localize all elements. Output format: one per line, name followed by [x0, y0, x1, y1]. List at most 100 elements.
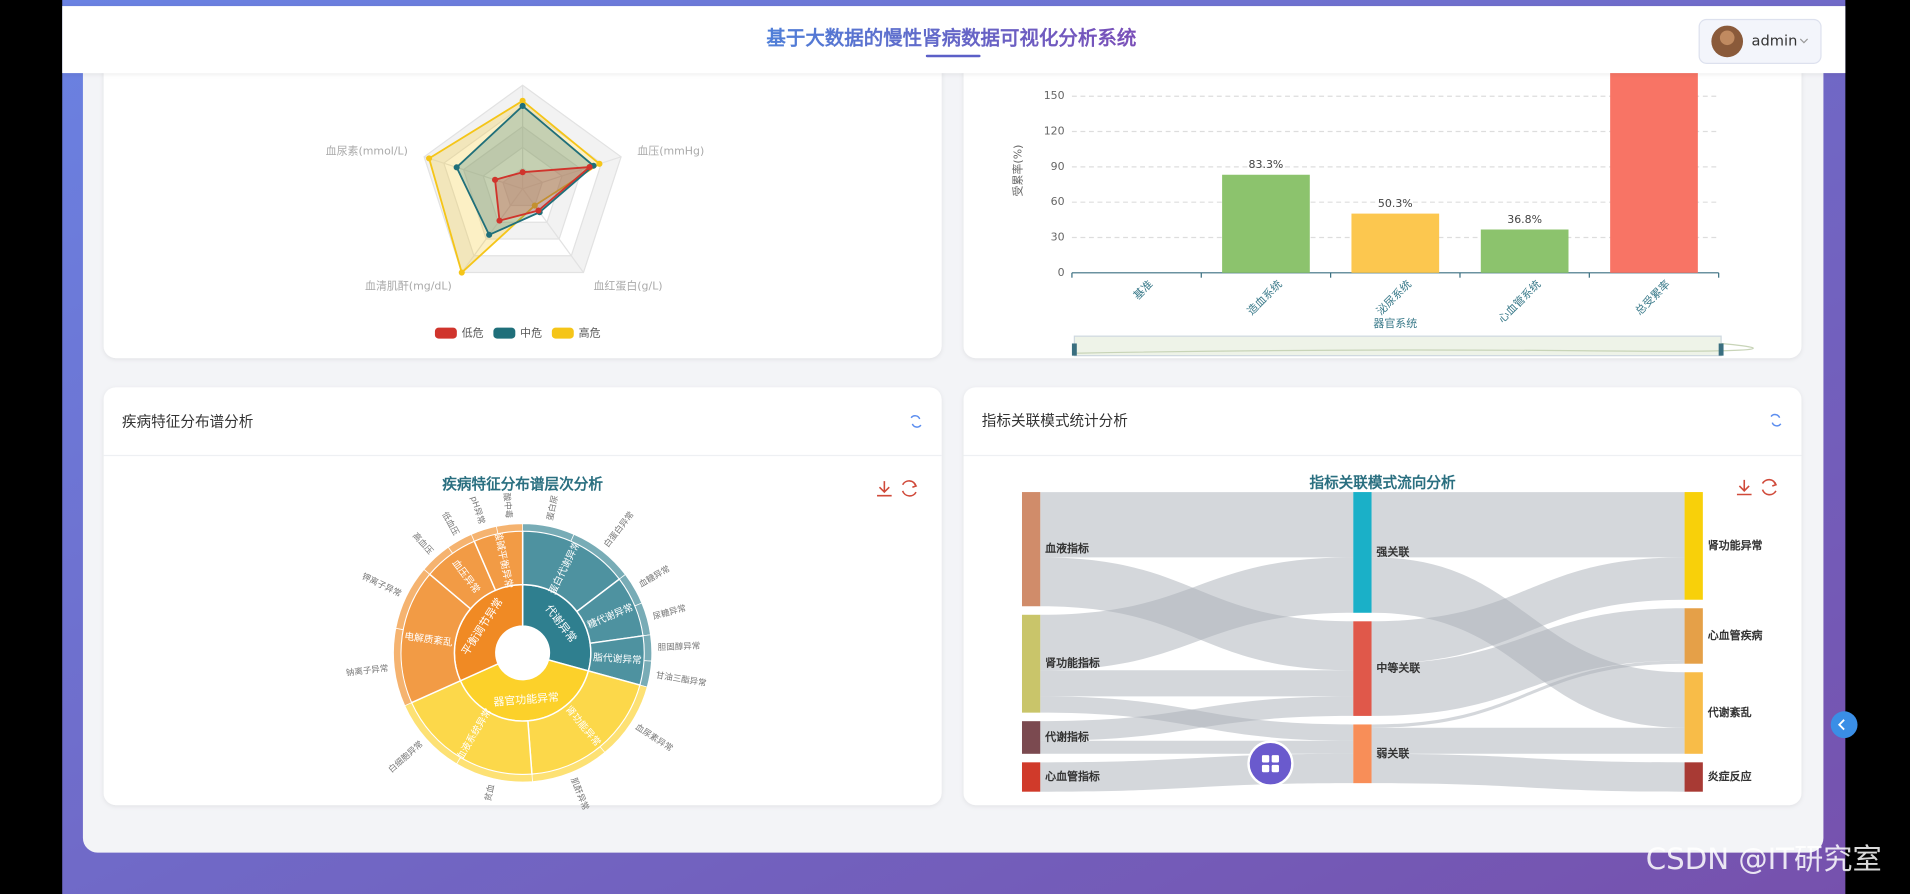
download-button[interactable] — [1736, 479, 1752, 496]
legend-label: 中危 — [520, 327, 542, 340]
bar — [1480, 229, 1569, 273]
sankey-label: 肾功能异常 — [1708, 538, 1763, 552]
sankey-label: 血液指标 — [1045, 541, 1089, 555]
sankey-node — [1684, 608, 1703, 664]
side-tab-icon — [1837, 719, 1845, 731]
avatar-face — [1719, 30, 1735, 46]
sankey-label: 强关联 — [1376, 544, 1409, 558]
sankey-link — [1371, 660, 1685, 728]
zoom-preview — [1074, 342, 1754, 354]
radar-point — [519, 97, 526, 104]
sankey-node — [1684, 762, 1703, 792]
radar-point — [586, 163, 593, 171]
chevron — [1799, 38, 1809, 44]
sunburst-outer-label: 钠离子异常 — [345, 663, 389, 679]
radar-point — [519, 169, 526, 176]
sankey-node — [1684, 492, 1703, 600]
sankey-link — [1371, 753, 1685, 792]
refresh-button[interactable] — [910, 415, 922, 428]
sunburst-outer-label: 胆固醇异常 — [658, 641, 701, 654]
fab-button[interactable] — [1247, 740, 1294, 787]
x-axis-title: 器官系统 — [1373, 316, 1417, 330]
sankey-label: 心血管疾病 — [1708, 628, 1763, 642]
sankey-label: 代谢指标 — [1044, 729, 1089, 743]
y-tick-label: 120 — [1044, 125, 1065, 138]
panel — [963, 36, 1802, 359]
radar-axis — [522, 188, 584, 273]
sankey-label: 中等关联 — [1376, 661, 1420, 675]
sankey-node — [1684, 672, 1703, 754]
sankey-node — [1021, 762, 1041, 792]
sankey-node — [1021, 614, 1041, 713]
fab[interactable] — [1247, 740, 1294, 787]
radar-point — [519, 102, 526, 110]
sankey-link — [1371, 608, 1685, 716]
bar — [1610, 72, 1698, 273]
radar-point — [496, 217, 503, 224]
y-tick-label: 150 — [1044, 89, 1065, 102]
sunburst-outer-label: 贫血 — [483, 783, 498, 803]
sankey-link — [1371, 492, 1685, 558]
app-title: 基于大数据的慢性肾病数据可视化分析系统 — [765, 26, 1136, 49]
restore-button[interactable] — [1761, 478, 1778, 496]
radar-point — [458, 269, 465, 276]
sunburst-sector — [642, 634, 653, 662]
zoom-handle — [1071, 343, 1077, 356]
chart-title: 疾病特征分布谱层次分析 — [442, 475, 603, 493]
radar-axis — [522, 156, 622, 190]
download-button[interactable] — [877, 481, 892, 497]
sunburst-outer-label: 蛋白尿 — [545, 494, 561, 522]
watermark: CSDN @IT研究室 — [1646, 842, 1882, 876]
radar-indicator: 血红蛋白(g/L) — [593, 278, 662, 292]
sankey-node — [1021, 492, 1041, 607]
sankey-node — [1353, 621, 1372, 716]
value-label: 50.3% — [1378, 197, 1413, 210]
radar-point — [535, 207, 542, 214]
sankey-node — [1353, 492, 1372, 613]
header: 基于大数据的慢性肾病数据可视化分析系统 admin — [62, 6, 1846, 74]
user-name: admin — [1752, 32, 1798, 49]
radar-area — [494, 165, 593, 222]
sankey-link — [1371, 727, 1685, 754]
y-tick-label: 90 — [1051, 160, 1065, 173]
sankey-node — [1353, 724, 1372, 784]
sankey-label: 心血管指标 — [1045, 769, 1100, 783]
radar-point — [492, 176, 499, 183]
panel-title: 疾病特征分布谱分析 — [122, 414, 253, 431]
sankey-link — [1040, 696, 1354, 741]
restore-button[interactable] — [901, 480, 918, 497]
radar-point — [426, 155, 433, 162]
bar — [1351, 213, 1440, 273]
sankey-label: 代谢紊乱 — [1707, 705, 1752, 719]
header-bar — [62, 6, 1846, 74]
sankey-label: 炎症反应 — [1708, 769, 1752, 783]
radar-axis — [423, 156, 523, 190]
value-label: 83.3% — [1249, 158, 1284, 171]
sunburst-outer-label: 酸中毒 — [501, 492, 515, 519]
legend-swatch — [434, 327, 457, 339]
sunburst-sector — [495, 523, 523, 535]
sankey-label: 肾功能指标 — [1045, 656, 1100, 670]
y-tick-label: 0 — [1058, 266, 1065, 279]
chart-title: 指标关联模式流向分析 — [1309, 474, 1455, 492]
sankey-node — [1021, 721, 1041, 754]
zoom-handle — [1718, 343, 1724, 356]
radar-axis — [461, 188, 524, 273]
radar-point — [453, 164, 460, 171]
refresh-button[interactable] — [1770, 413, 1782, 427]
y-axis-title: 受累率(%) — [1010, 145, 1024, 197]
legend-label: 低危 — [462, 327, 484, 340]
sankey-link — [1371, 557, 1685, 664]
bar — [1222, 174, 1310, 273]
fab-icon — [1261, 755, 1279, 773]
radar-indicator: 血尿素(mmol/L) — [326, 144, 408, 158]
user-menu[interactable]: admin — [1698, 18, 1822, 64]
radar-indicator: 血清肌酐(mg/dL) — [365, 278, 452, 292]
value-label: 36.8% — [1507, 213, 1542, 226]
sankey-link — [1040, 670, 1354, 697]
side-tab[interactable] — [1830, 711, 1858, 739]
sunburst-label: 器官功能异常 — [493, 690, 560, 709]
radar-point — [531, 202, 538, 209]
